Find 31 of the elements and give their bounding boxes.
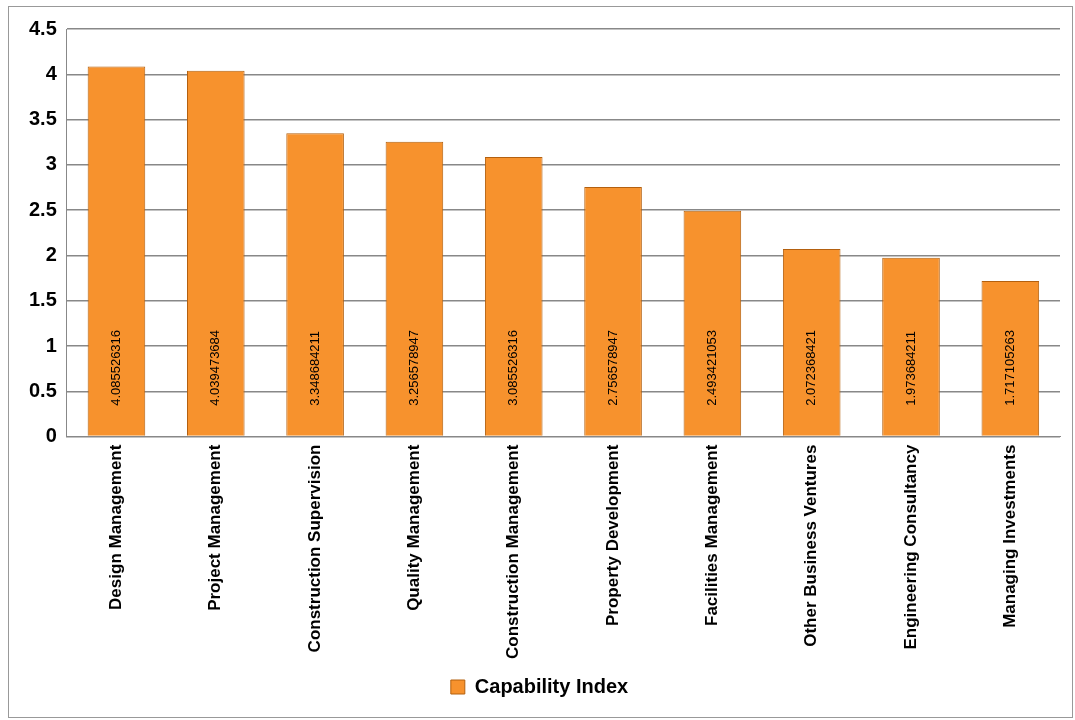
y-tick-label: 0.5: [28, 378, 57, 401]
x-tick-label: Facilities Management: [702, 444, 722, 626]
x-tick-label: Managing Investments: [1000, 444, 1020, 628]
y-tick-label: 2.5: [28, 197, 57, 220]
x-tick-label: Construction Management: [503, 444, 523, 660]
data-label: 2.756578947: [604, 329, 620, 406]
y-tick-label: 3.5: [28, 107, 57, 130]
y-tick-label: 0: [45, 424, 57, 447]
data-label: 3.256578947: [406, 329, 421, 406]
data-label: 3.085526316: [505, 329, 521, 406]
data-label: 2.072368421: [803, 329, 819, 406]
y-tick-label: 4: [45, 61, 58, 84]
data-label: 3.348684211: [306, 330, 322, 406]
x-tick-label: Property Development: [602, 444, 622, 626]
x-tick-label: Project Management: [205, 444, 225, 611]
y-tick-label: 4.5: [28, 16, 57, 39]
data-label: 1.717105263: [1001, 329, 1017, 406]
x-tick-label: Other Business Ventures: [801, 444, 821, 647]
y-tick-label: 1: [45, 333, 57, 356]
data-label: 2.493421053: [703, 329, 719, 406]
y-tick-label: 3: [45, 152, 57, 175]
x-tick-label: Construction Supervision: [304, 444, 324, 653]
data-label: 4.039473684: [207, 329, 223, 406]
x-tick-label: Engineering Consultancy: [900, 444, 920, 650]
y-tick-label: 1.5: [28, 288, 57, 311]
x-tick-label: Quality Management: [404, 444, 424, 611]
legend-label: Capability Index: [474, 674, 629, 697]
data-label: 1.973684211: [902, 330, 918, 406]
data-label: 4.085526316: [108, 329, 124, 406]
y-tick-label: 2: [45, 242, 57, 265]
x-tick-label: Design Management: [106, 444, 126, 610]
